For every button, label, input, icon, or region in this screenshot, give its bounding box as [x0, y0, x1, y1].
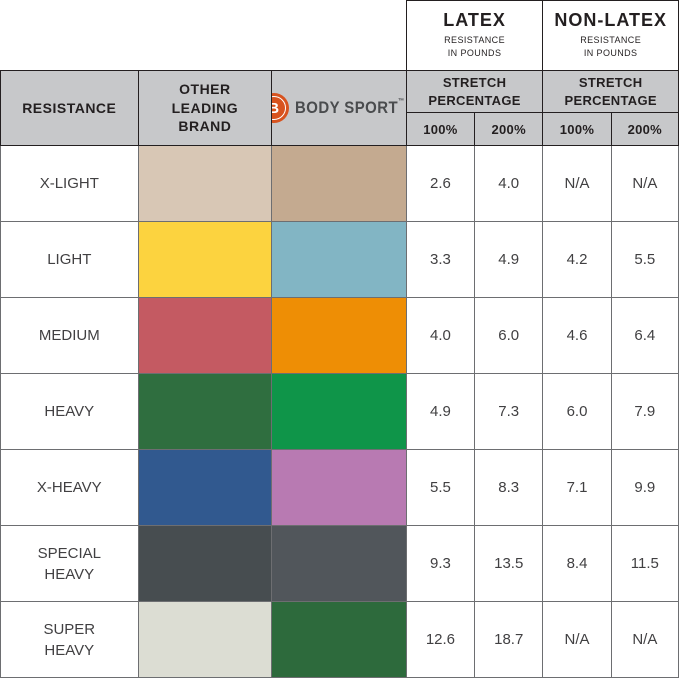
row-label-text: SUPER HEAVY: [43, 620, 96, 659]
row-label-text: X-HEAVY: [36, 479, 102, 496]
row-label-text: MEDIUM: [38, 327, 100, 344]
resistance-column-header: RESISTANCE: [0, 70, 139, 146]
non-latex-100-value: N/A: [542, 145, 612, 222]
latex-100-value: 9.3: [405, 525, 476, 602]
resistance-level-label: HEAVY: [0, 373, 139, 450]
bodysport-color-swatch: [271, 297, 407, 374]
row-label-text: SPECIAL HEAVY: [37, 544, 101, 583]
latex-100-value: 4.0: [405, 297, 476, 374]
bodysport-color-swatch: [271, 373, 407, 450]
resistance-level-label: LIGHT: [0, 221, 139, 298]
latex-100-value: 3.3: [405, 221, 476, 298]
other-brand-line-2: LEADING: [171, 99, 239, 116]
latex-100-header: 100%: [405, 112, 476, 146]
percent-header-row: 100% 200% 100% 200%: [1, 112, 679, 146]
resistance-level-label: SPECIAL HEAVY: [0, 525, 139, 602]
non-latex-title: NON-LATEX: [554, 9, 668, 30]
non-latex-200-header: 200%: [610, 112, 679, 146]
resistance-level-label: MEDIUM: [0, 297, 139, 374]
latex-group-header: LATEX RESISTANCE IN POUNDS: [405, 0, 544, 71]
top-left-blank: [0, 0, 407, 71]
table-row-special-heavy: SPECIAL HEAVY 9.3 13.5 8.4 11.5: [0, 525, 679, 602]
non-latex-100-header: 100%: [542, 112, 612, 146]
latex-200-header: 200%: [474, 112, 544, 146]
other-brand-line-3: BRAND: [178, 118, 232, 135]
latex-100-value: 2.6: [405, 145, 476, 222]
other-brand-line-1: OTHER: [179, 80, 231, 97]
bodysport-column-header: B BODY SPORT™: [271, 70, 407, 146]
resistance-level-label: X-LIGHT: [0, 145, 139, 222]
resistance-level-label: X-HEAVY: [0, 449, 139, 526]
non-latex-100-value: 7.1: [542, 449, 612, 526]
other-brand-color-swatch: [137, 373, 273, 450]
bodysport-brand-text: BODY SPORT: [294, 98, 398, 117]
latex-100-value: 5.5: [405, 449, 476, 526]
non-latex-200-value: 6.4: [610, 297, 679, 374]
non-latex-200-value: 7.9: [610, 373, 679, 450]
non-latex-100-value: 8.4: [542, 525, 612, 602]
bodysport-color-swatch: [271, 601, 407, 678]
non-latex-200-value: N/A: [610, 601, 679, 678]
other-brand-color-swatch: [137, 601, 273, 678]
bodysport-color-swatch: [271, 145, 407, 222]
latex-200-value: 4.0: [474, 145, 544, 222]
other-brand-column-header: OTHER LEADING BRAND: [137, 70, 273, 146]
bodysport-brand: B BODY SPORT™: [272, 93, 406, 123]
table-row-super-heavy: SUPER HEAVY 12.6 18.7 N/A N/A: [0, 601, 679, 678]
non-latex-100-value: N/A: [542, 601, 612, 678]
latex-200-value: 6.0: [474, 297, 544, 374]
column-header-row: RESISTANCE OTHER LEADING BRAND B BODY SP…: [0, 70, 679, 146]
latex-200-value: 4.9: [474, 221, 544, 298]
non-latex-200-value: 9.9: [610, 449, 679, 526]
latex-subtitle: RESISTANCE IN POUNDS: [444, 35, 505, 59]
latex-200-value: 18.7: [474, 601, 544, 678]
latex-stretch-label: STRETCH PERCENTAGE: [428, 74, 521, 108]
table-row-heavy: HEAVY 4.9 7.3 6.0 7.9: [0, 373, 679, 450]
non-latex-200-value: 11.5: [610, 525, 679, 602]
table-row-medium: MEDIUM 4.0 6.0 4.6 6.4: [0, 297, 679, 374]
non-latex-subtitle: RESISTANCE IN POUNDS: [580, 35, 642, 59]
bodysport-color-swatch: [271, 221, 407, 298]
bodysport-color-swatch: [271, 449, 407, 526]
table-row-light: LIGHT 3.3 4.9 4.2 5.5: [0, 221, 679, 298]
non-latex-stretch-header: STRETCH PERCENTAGE: [542, 70, 679, 113]
other-brand-color-swatch: [137, 145, 273, 222]
latex-200-value: 13.5: [474, 525, 544, 602]
other-brand-color-swatch: [137, 525, 273, 602]
other-brand-color-swatch: [137, 221, 273, 298]
other-brand-color-swatch: [137, 449, 273, 526]
bodysport-logo-ring: B: [272, 96, 286, 120]
row-label-text: HEAVY: [44, 403, 95, 420]
row-label-text: X-LIGHT: [39, 175, 99, 192]
top-header-row: LATEX RESISTANCE IN POUNDS NON-LATEX RES…: [0, 0, 679, 71]
latex-100-value: 4.9: [405, 373, 476, 450]
latex-title: LATEX: [443, 9, 506, 30]
table-row-x-heavy: X-HEAVY 5.5 8.3 7.1 9.9: [0, 449, 679, 526]
bodysport-color-swatch: [271, 525, 407, 602]
non-latex-100-value: 4.2: [542, 221, 612, 298]
non-latex-200-value: N/A: [610, 145, 679, 222]
row-label-text: LIGHT: [47, 251, 92, 268]
non-latex-100-value: 6.0: [542, 373, 612, 450]
trademark-symbol: ™: [397, 98, 405, 105]
non-latex-stretch-label: STRETCH PERCENTAGE: [564, 74, 657, 108]
latex-stretch-header: STRETCH PERCENTAGE: [405, 70, 544, 113]
latex-200-value: 7.3: [474, 373, 544, 450]
resistance-level-label: SUPER HEAVY: [0, 601, 139, 678]
latex-100-value: 12.6: [405, 601, 476, 678]
table-row-x-light: X-LIGHT 2.6 4.0 N/A N/A: [0, 145, 679, 222]
non-latex-200-value: 5.5: [610, 221, 679, 298]
bodysport-logo-letter: B: [273, 101, 279, 116]
latex-200-value: 8.3: [474, 449, 544, 526]
bodysport-brand-name: BODY SPORT™: [295, 98, 405, 118]
non-latex-group-header: NON-LATEX RESISTANCE IN POUNDS: [542, 0, 679, 71]
bodysport-logo-icon: B: [272, 93, 289, 123]
non-latex-100-value: 4.6: [542, 297, 612, 374]
other-brand-color-swatch: [137, 297, 273, 374]
